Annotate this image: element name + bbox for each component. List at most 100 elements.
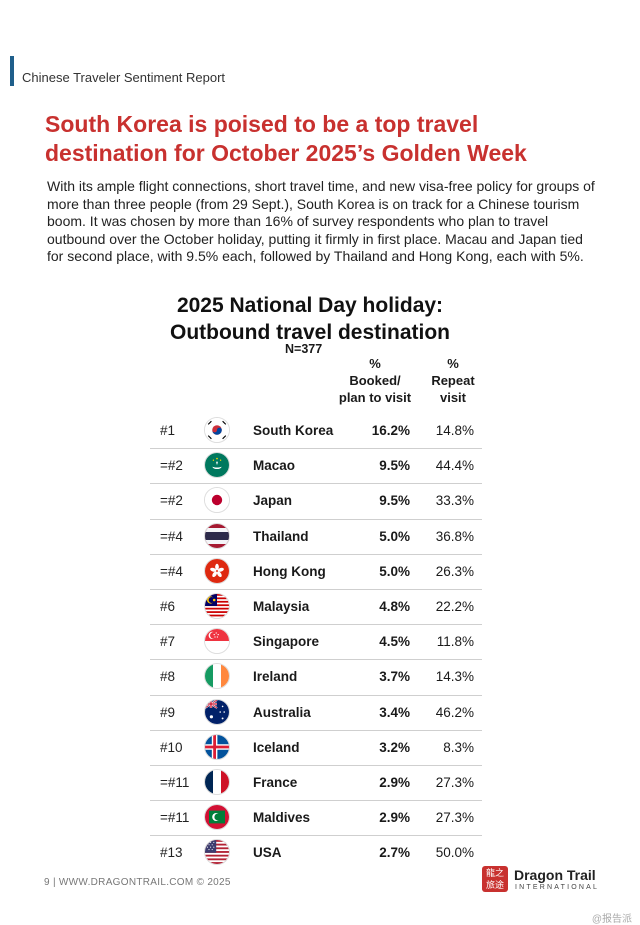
destination-table: #1 South Korea 16.2% 14.8% =#2 Macao 9.5% 44.4%… [150,414,482,870]
country-name: Iceland [253,739,300,755]
is-flag-icon [204,733,230,760]
booked-percent: 5.0% [379,563,410,579]
repeat-percent: 22.2% [435,598,474,614]
us-flag-icon [204,839,230,866]
column-header-repeat-line: Repeat [431,373,475,388]
logo-subtitle: INTERNATIONAL [515,884,600,891]
repeat-percent: 27.3% [435,774,474,790]
booked-percent: 5.0% [379,528,410,544]
table-title-line1: 2025 National Day holiday: [176,294,444,317]
mv-flag-icon [204,804,230,831]
header-accent-bar [10,56,14,86]
booked-percent: 2.7% [379,845,410,861]
repeat-percent: 26.3% [435,563,474,579]
sg-flag-icon [204,628,230,655]
table-row: #9 Australia 3.4% 46.2% [150,696,482,731]
country-name: Malaysia [253,598,310,614]
logo-mark-icon: 龍之 旅途 [482,866,508,892]
country-name: Hong Kong [253,563,326,579]
column-header-repeat: % Repeat visit [418,355,488,406]
country-name: South Korea [253,423,334,438]
table-row: #1 South Korea 16.2% 14.8% [150,414,482,450]
mo-flag-icon [204,452,230,479]
table-row: =#11 Maldives 2.9% 27.3% [150,801,482,837]
table-row: =#2 Macao 9.5% 44.4% [150,449,482,485]
rank-label: =#2 [160,493,183,509]
watermark: @报告派 [591,914,632,925]
table-row: =#2 Japan 9.5% 33.3% [150,484,482,520]
rank-label: =#2 [160,458,183,474]
repeat-percent: 14.3% [435,669,474,685]
table-row: #10 Iceland 3.2% 8.3% [150,731,482,766]
repeat-percent: 11.8% [436,634,474,650]
booked-percent: 9.5% [379,458,410,474]
column-header-repeat-line: visit [439,390,466,405]
th-flag-icon [204,522,230,549]
booked-percent: 3.7% [379,669,410,685]
table-title-line2: Outbound travel destination [169,321,450,344]
country-name: Australia [253,704,311,720]
repeat-percent: 33.3% [435,493,474,509]
country-name: Ireland [253,669,298,685]
column-header-booked-line: plan to visit [338,390,412,405]
rank-label: #6 [160,598,176,614]
rank-label: =#4 [160,528,183,544]
country-name: USA [253,845,282,861]
sample-size: N=377 [285,342,323,356]
rank-label: #7 [160,634,176,650]
footer-text: 9 | WWW.DRAGONTRAIL.COM © 2025 [44,877,231,888]
rank-label: =#11 [160,810,190,826]
booked-percent: 9.5% [379,493,410,509]
rank-label: =#4 [160,563,183,579]
country-name: Macao [253,458,296,474]
column-header-booked: % Booked/ plan to visit [330,355,420,406]
intro-paragraph: With its ample flight connections, short… [47,178,595,264]
country-name: Thailand [253,528,309,544]
jp-flag-icon [204,487,230,514]
kr-flag-icon [204,417,230,443]
repeat-percent: 36.8% [435,528,474,544]
column-header-booked-line: % [369,356,381,371]
repeat-percent: 50.0% [435,845,474,861]
booked-percent: 3.2% [379,739,410,755]
rank-label: #10 [160,739,183,755]
report-title: Chinese Traveler Sentiment Report [22,70,226,85]
table-row: =#4 Hong Kong 5.0% 26.3% [150,555,482,590]
booked-percent: 4.8% [379,598,410,614]
repeat-percent: 44.4% [435,458,474,474]
table-row: #8 Ireland 3.7% 14.3% [150,660,482,696]
dragon-trail-logo: 龍之 旅途 Dragon Trail INTERNATIONAL [482,866,602,896]
logo-name: Dragon Trail [514,867,596,883]
repeat-percent: 46.2% [435,704,474,720]
headline: South Korea is poised to be a top travel… [45,111,527,166]
booked-percent: 3.4% [379,704,410,720]
country-name: Singapore [253,634,320,650]
country-name: Japan [253,493,293,509]
booked-percent: 16.2% [371,423,410,438]
repeat-percent: 27.3% [435,810,474,826]
table-title: 2025 National Day holiday: Outbound trav… [90,292,530,346]
rank-label: #13 [160,845,183,861]
fr-flag-icon [204,768,230,795]
au-flag-icon [204,698,230,725]
ie-flag-icon [204,663,230,690]
country-name: Maldives [253,810,311,826]
rank-label: #1 [160,423,176,438]
rank-label: #9 [160,704,176,720]
table-row: =#4 Thailand 5.0% 36.8% [150,520,482,555]
hk-flag-icon [204,557,230,584]
table-row: =#11 France 2.9% 27.3% [150,766,482,802]
repeat-percent: 14.8% [435,423,474,438]
table-row: #13 USA 2.7% 50.0% [150,836,482,870]
table-row: #7 Singapore 4.5% 11.8% [150,625,482,661]
my-flag-icon [204,592,230,619]
rank-label: =#11 [160,774,190,790]
country-name: France [253,774,298,790]
booked-percent: 2.9% [379,774,410,790]
column-header-booked-line: Booked/ [349,373,401,388]
column-header-repeat-line: % [447,356,459,371]
booked-percent: 2.9% [379,810,410,826]
rank-label: #8 [160,669,176,685]
repeat-percent: 8.3% [443,739,474,755]
booked-percent: 4.5% [379,634,410,650]
